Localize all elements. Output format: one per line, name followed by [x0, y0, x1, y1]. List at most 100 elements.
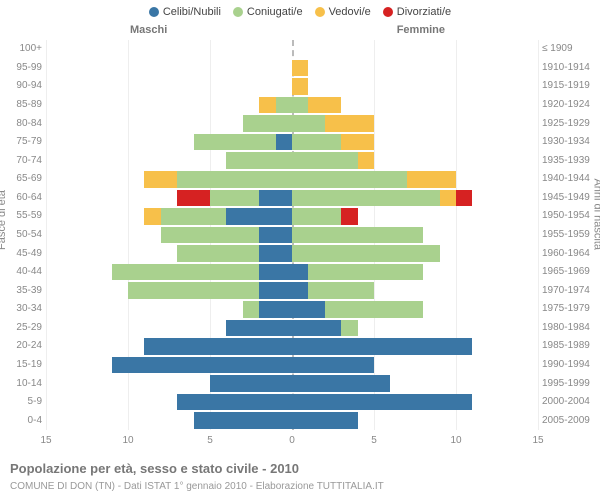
population-pyramid-chart: Celibi/Nubili Coniugati/e Vedovi/e Divorzia… [0, 0, 600, 500]
bar-male-con [112, 264, 260, 281]
bar-female-con [292, 134, 341, 151]
pyramid-row [46, 300, 538, 319]
bar-female-cel [292, 282, 308, 299]
age-label: 100+ [6, 44, 42, 54]
pyramid-row [46, 189, 538, 208]
bar-male-ved [144, 208, 160, 225]
bar-female-con [292, 227, 423, 244]
bar-female-cel [292, 412, 358, 429]
x-tick: 10 [450, 435, 461, 446]
age-label: 25-29 [6, 323, 42, 333]
age-label: 20-24 [6, 341, 42, 351]
bar-male-ved [144, 171, 177, 188]
legend-swatch [233, 7, 243, 17]
bar-female-con [292, 115, 325, 132]
pyramid-row [46, 114, 538, 133]
pyramid-row [46, 281, 538, 300]
bar-female-con [292, 245, 440, 262]
bar-male-cel [144, 338, 292, 355]
pyramid-row [46, 319, 538, 338]
bar-male-cel [259, 227, 292, 244]
legend-swatch [149, 7, 159, 17]
bar-female-con [292, 152, 358, 169]
bar-female-cel [292, 357, 374, 374]
birth-year-label: 1970-1974 [542, 286, 590, 296]
bar-female-ved [440, 190, 456, 207]
x-tick: 10 [122, 435, 133, 446]
bar-female-cel [292, 375, 390, 392]
bar-female-con [308, 264, 423, 281]
bar-male-cel [210, 375, 292, 392]
birth-year-label: 2005-2009 [542, 416, 590, 426]
bar-male-con [243, 115, 292, 132]
pyramid-row [46, 207, 538, 226]
age-label: 50-54 [6, 230, 42, 240]
pyramid-row [46, 77, 538, 96]
bar-female-ved [292, 60, 308, 77]
bar-female-cel [292, 264, 308, 281]
age-label: 90-94 [6, 81, 42, 91]
bar-male-cel [226, 320, 292, 337]
legend-swatch [315, 7, 325, 17]
pyramid-row [46, 244, 538, 263]
birth-year-label: 1985-1989 [542, 341, 590, 351]
birth-year-label: 1980-1984 [542, 323, 590, 333]
birth-year-label: 1960-1964 [542, 249, 590, 259]
bar-female-cel [292, 320, 341, 337]
bar-male-cel [259, 245, 292, 262]
age-label: 55-59 [6, 211, 42, 221]
legend-label: Coniugati/e [247, 6, 303, 18]
bar-male-con [161, 227, 259, 244]
legend-label: Divorziati/e [397, 6, 451, 18]
female-label: Femmine [397, 24, 445, 36]
chart-subtitle: COMUNE DI DON (TN) - Dati ISTAT 1° genna… [10, 481, 384, 492]
pyramid-row [46, 263, 538, 282]
pyramid-row [46, 226, 538, 245]
bar-male-cel [112, 357, 292, 374]
pyramid-row [46, 393, 538, 412]
bar-male-con [194, 134, 276, 151]
pyramid-row [46, 96, 538, 115]
bar-female-con [308, 282, 374, 299]
age-label: 30-34 [6, 304, 42, 314]
bar-female-ved [341, 134, 374, 151]
legend-item: Vedovi/e [315, 6, 371, 18]
pyramid-row [46, 356, 538, 375]
bar-female-cel [292, 394, 472, 411]
legend-item: Celibi/Nubili [149, 6, 221, 18]
birth-year-label: ≤ 1909 [542, 44, 573, 54]
birth-year-label: 1945-1949 [542, 193, 590, 203]
bar-male-cel [259, 301, 292, 318]
bar-female-con [325, 301, 423, 318]
birth-year-label: 1920-1924 [542, 100, 590, 110]
bar-female-con [292, 190, 440, 207]
plot-area [46, 40, 538, 430]
pyramid-row [46, 170, 538, 189]
birth-year-label: 1935-1939 [542, 156, 590, 166]
legend-label: Celibi/Nubili [163, 6, 221, 18]
age-label: 10-14 [6, 379, 42, 389]
bar-female-ved [407, 171, 456, 188]
bar-male-con [128, 282, 259, 299]
bar-male-cel [259, 282, 292, 299]
bar-male-div [177, 190, 210, 207]
birth-year-label: 2000-2004 [542, 397, 590, 407]
bar-male-con [177, 245, 259, 262]
bar-female-div [341, 208, 357, 225]
bar-female-cel [292, 338, 472, 355]
bar-female-div [456, 190, 472, 207]
bar-female-ved [358, 152, 374, 169]
age-label: 45-49 [6, 249, 42, 259]
male-label: Maschi [130, 24, 167, 36]
legend-label: Vedovi/e [329, 6, 371, 18]
bar-male-cel [226, 208, 292, 225]
age-label: 70-74 [6, 156, 42, 166]
bar-male-cel [177, 394, 292, 411]
birth-year-label: 1975-1979 [542, 304, 590, 314]
pyramid-row [46, 374, 538, 393]
x-tick: 15 [532, 435, 543, 446]
bar-female-ved [325, 115, 374, 132]
bar-male-cel [194, 412, 292, 429]
age-label: 80-84 [6, 119, 42, 129]
legend: Celibi/Nubili Coniugati/e Vedovi/e Divorzia… [0, 0, 600, 18]
